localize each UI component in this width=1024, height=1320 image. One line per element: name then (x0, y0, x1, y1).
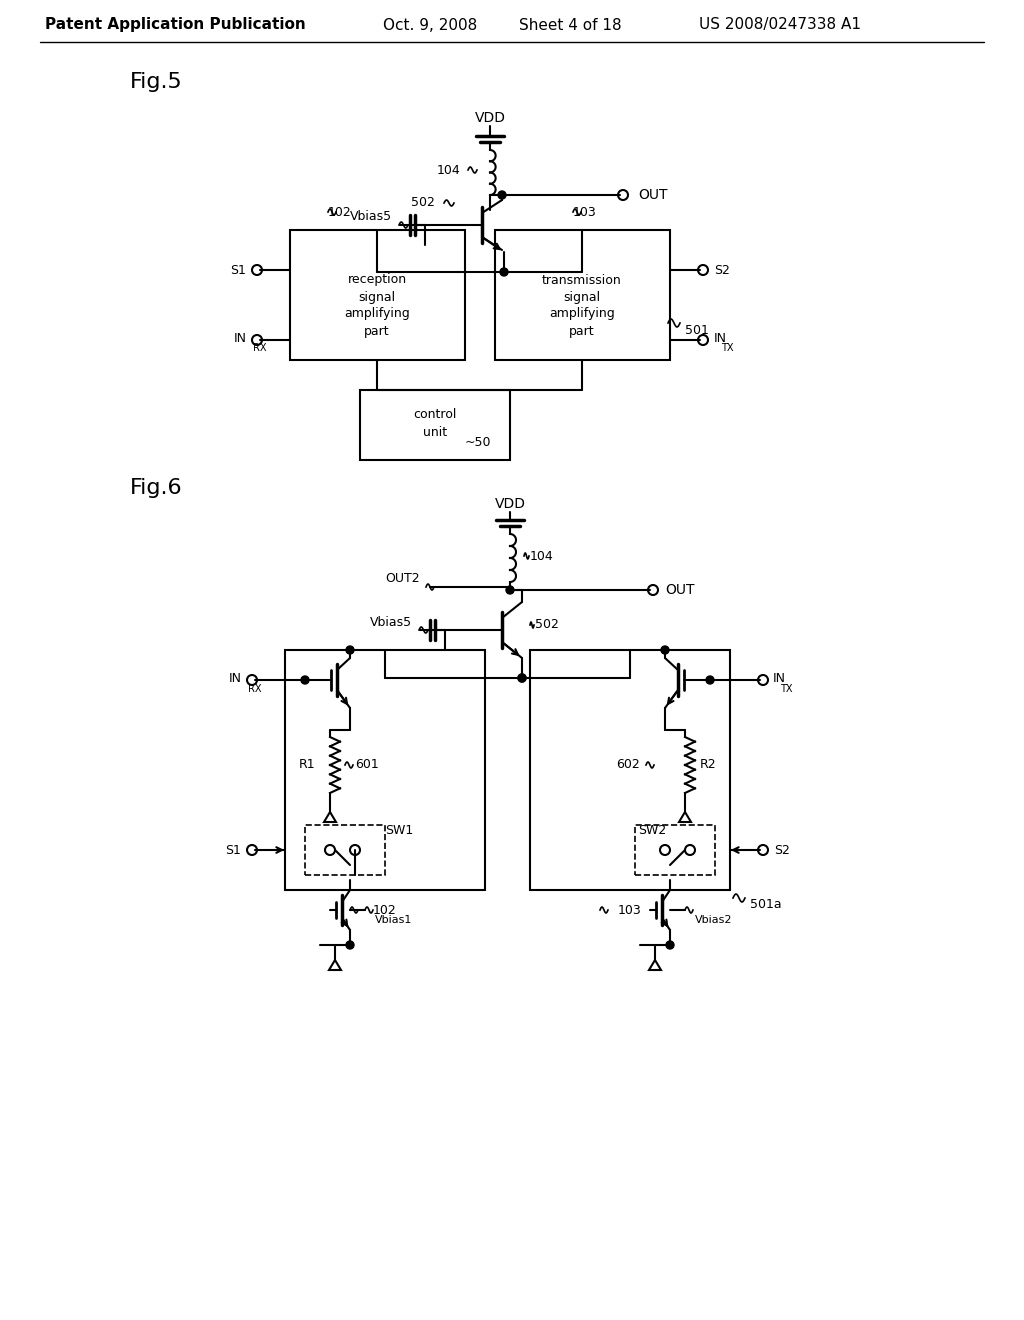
Text: S2: S2 (714, 264, 730, 276)
Text: RX: RX (248, 684, 262, 694)
Text: ~50: ~50 (465, 436, 492, 449)
Text: Fig.5: Fig.5 (130, 73, 182, 92)
Text: S1: S1 (225, 843, 241, 857)
Text: IN: IN (234, 331, 247, 345)
Text: 502: 502 (411, 197, 435, 210)
Text: 601: 601 (355, 759, 379, 771)
Circle shape (518, 675, 526, 682)
Text: RX: RX (253, 343, 266, 352)
Circle shape (252, 265, 262, 275)
Circle shape (706, 676, 714, 684)
Circle shape (660, 845, 670, 855)
Text: IN: IN (714, 331, 727, 345)
Text: unit: unit (423, 425, 447, 438)
Text: IN: IN (229, 672, 242, 685)
Text: 602: 602 (616, 759, 640, 771)
Circle shape (666, 941, 674, 949)
Text: signal: signal (358, 290, 395, 304)
Circle shape (346, 941, 354, 949)
Bar (285, 649, 485, 890)
Circle shape (500, 268, 508, 276)
Circle shape (758, 675, 768, 685)
Circle shape (698, 265, 708, 275)
Circle shape (346, 645, 354, 653)
Text: TX: TX (721, 343, 733, 352)
Text: Vbias2: Vbias2 (695, 915, 732, 925)
Text: amplifying: amplifying (549, 308, 614, 321)
Text: Vbias1: Vbias1 (375, 915, 413, 925)
Text: TX: TX (779, 684, 793, 694)
Circle shape (618, 190, 628, 201)
Circle shape (247, 675, 257, 685)
Text: signal: signal (563, 290, 600, 304)
Circle shape (500, 268, 508, 276)
Text: transmission: transmission (542, 273, 622, 286)
Circle shape (758, 845, 768, 855)
Text: IN: IN (773, 672, 786, 685)
Text: OUT: OUT (638, 187, 668, 202)
Circle shape (498, 191, 506, 199)
Bar (305, 825, 385, 875)
Text: US 2008/0247338 A1: US 2008/0247338 A1 (699, 17, 861, 33)
Text: OUT2: OUT2 (385, 573, 420, 586)
Text: Patent Application Publication: Patent Application Publication (45, 17, 305, 33)
Text: R2: R2 (700, 759, 717, 771)
Bar (635, 825, 715, 875)
Text: OUT: OUT (665, 583, 694, 597)
Text: 502: 502 (535, 619, 559, 631)
Circle shape (506, 586, 514, 594)
Circle shape (518, 675, 526, 682)
Circle shape (252, 335, 262, 345)
Text: amplifying: amplifying (344, 308, 410, 321)
Text: VDD: VDD (474, 111, 506, 125)
Text: 501: 501 (685, 323, 709, 337)
Text: SW2: SW2 (638, 824, 667, 837)
Text: 501a: 501a (750, 899, 781, 912)
Circle shape (698, 335, 708, 345)
Bar (290, 230, 465, 360)
Text: 104: 104 (530, 549, 554, 562)
Text: 103: 103 (573, 206, 597, 219)
Text: Oct. 9, 2008: Oct. 9, 2008 (383, 17, 477, 33)
Text: Vbias5: Vbias5 (350, 210, 392, 223)
Text: part: part (569, 325, 595, 338)
Bar (495, 230, 670, 360)
Text: control: control (414, 408, 457, 421)
Text: S1: S1 (230, 264, 246, 276)
Text: S2: S2 (774, 843, 790, 857)
Text: 103: 103 (618, 903, 642, 916)
Text: SW1: SW1 (385, 824, 414, 837)
Text: part: part (365, 325, 390, 338)
Circle shape (648, 585, 658, 595)
Text: 102: 102 (328, 206, 352, 219)
Text: reception: reception (347, 273, 407, 286)
Text: Sheet 4 of 18: Sheet 4 of 18 (519, 17, 622, 33)
Circle shape (325, 845, 335, 855)
Bar (360, 389, 510, 459)
Text: 102: 102 (373, 903, 397, 916)
Circle shape (301, 676, 309, 684)
Text: R1: R1 (298, 759, 315, 771)
Text: 104: 104 (436, 164, 460, 177)
Text: Fig.6: Fig.6 (130, 478, 182, 498)
Text: VDD: VDD (495, 498, 525, 511)
Bar (530, 649, 730, 890)
Circle shape (662, 645, 669, 653)
Circle shape (350, 845, 360, 855)
Circle shape (685, 845, 695, 855)
Text: Vbias5: Vbias5 (370, 615, 412, 628)
Circle shape (247, 845, 257, 855)
